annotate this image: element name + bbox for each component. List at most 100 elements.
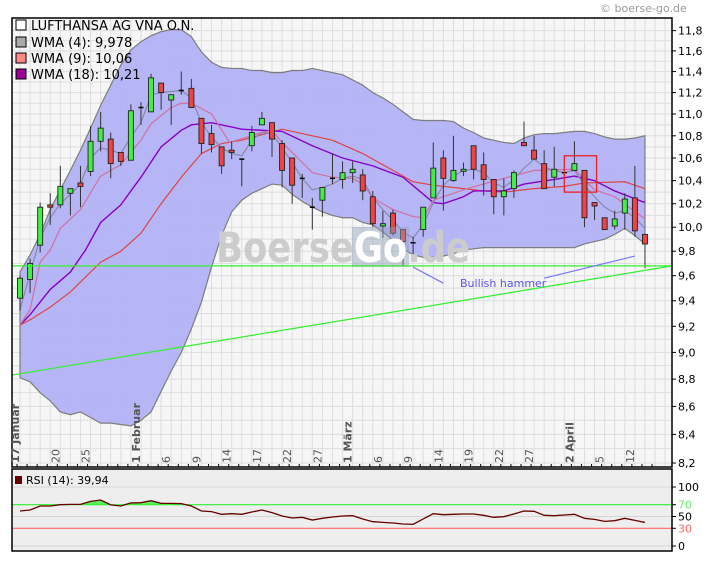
candle-body [642, 233, 648, 245]
candle [77, 165, 84, 208]
candle [551, 146, 558, 187]
candle [258, 111, 265, 126]
candle [621, 193, 628, 230]
watermark-part2: Go [354, 223, 407, 272]
candle [67, 188, 74, 216]
candle-body [117, 151, 124, 162]
x-tick-label: 22 [281, 449, 294, 463]
candle [390, 209, 396, 236]
candle-body [319, 187, 326, 201]
legend-wma18: WMA (18): 10,21 [31, 68, 141, 83]
candle-body [450, 169, 457, 182]
candle [329, 153, 335, 185]
rsi-y-tick-label: 0 [678, 540, 685, 553]
candle [37, 202, 44, 253]
candle [591, 202, 598, 221]
candle [198, 117, 205, 154]
rsi-y-tick-label: 70 [678, 499, 692, 512]
y-tick-label: 10,6 [678, 152, 703, 165]
candle-body [440, 157, 447, 179]
candle [17, 275, 23, 311]
highlight-box [563, 155, 598, 193]
candle-body [390, 212, 396, 234]
candle-body [27, 262, 34, 280]
candle [490, 179, 497, 215]
y-tick-label: 10,4 [678, 175, 703, 188]
candle [148, 73, 154, 113]
rsi-legend-swatch [15, 476, 22, 484]
rsi-background [12, 469, 672, 551]
candle [450, 135, 457, 182]
candle [531, 135, 538, 160]
candle-body [621, 198, 628, 214]
candle [239, 158, 245, 187]
candle-body [188, 87, 195, 108]
candle-body [510, 172, 517, 190]
candle-body [279, 143, 286, 171]
x-tick-label: 17 Januar [9, 403, 22, 463]
candle [420, 206, 427, 237]
candle-body [289, 157, 296, 186]
y-tick-label: 9,2 [678, 320, 696, 333]
rsi-y-tick-label: 30 [678, 522, 692, 535]
candle-body [611, 218, 618, 227]
legend: LUFTHANSA AG VNA O.N. WMA (4): 9,978 WMA… [15, 19, 194, 83]
candle [339, 161, 346, 189]
watermark-box [351, 227, 410, 267]
x-tick-label: 1 Februar [130, 402, 143, 463]
x-tick-label: 6 [160, 456, 173, 463]
candle [642, 233, 648, 269]
x-tick-label: 25 [80, 449, 93, 463]
candle [369, 190, 376, 228]
wma9-line [19, 102, 646, 326]
candle [299, 173, 305, 198]
y-tick-label: 8,6 [678, 400, 696, 413]
candle [611, 210, 618, 230]
candle-body [349, 168, 356, 174]
legend-swatch-price [15, 19, 27, 31]
plot-frame [11, 17, 673, 468]
rsi-line [19, 499, 646, 526]
candle [57, 165, 64, 209]
candle [127, 104, 134, 161]
candle-body [551, 168, 558, 178]
extra-average-line [19, 128, 646, 326]
candle-body [107, 138, 114, 165]
candle-body [591, 202, 598, 207]
candle-body [379, 223, 386, 227]
candle-body [37, 206, 44, 246]
candle [117, 151, 124, 166]
y-tick-label: 9,0 [678, 346, 696, 359]
candle [470, 145, 477, 180]
y-tick-label: 11,0 [678, 108, 703, 121]
candle [168, 94, 175, 125]
wma18-line [19, 121, 646, 326]
candle [601, 217, 608, 231]
legend-wma9: WMA (9): 10,06 [31, 52, 132, 67]
y-tick-label: 11,8 [678, 25, 703, 38]
x-tick-label: 12 [624, 449, 637, 463]
price-overlay: 8,2 8,4 8,6 8,8 9,0 9,2 9,4 9,6 9,8 10,0 10,2 10,4 1… [9, 17, 703, 470]
candle-body [248, 132, 255, 147]
candle-body [430, 167, 437, 199]
candle-body [208, 133, 215, 146]
annotation-bullish-hammer: Bullish hammer [460, 277, 547, 290]
candle [248, 125, 255, 152]
rsi-y-tick-label: 50 [678, 511, 692, 524]
candle-body [581, 169, 588, 219]
candle-body [67, 188, 74, 194]
y-tick-label: 9,8 [678, 245, 696, 258]
candle [460, 162, 467, 177]
legend-swatch-wma18 [15, 68, 27, 80]
candle [228, 141, 235, 160]
candle [107, 132, 114, 179]
candle [309, 197, 315, 230]
candle-body [17, 277, 23, 299]
x-tick-label: 27 [523, 449, 536, 463]
candle-body [400, 229, 406, 243]
x-tick-label: 14 [432, 449, 445, 463]
candle [500, 178, 507, 216]
x-tick-label: 22 [493, 449, 506, 463]
candle-body [258, 117, 265, 126]
